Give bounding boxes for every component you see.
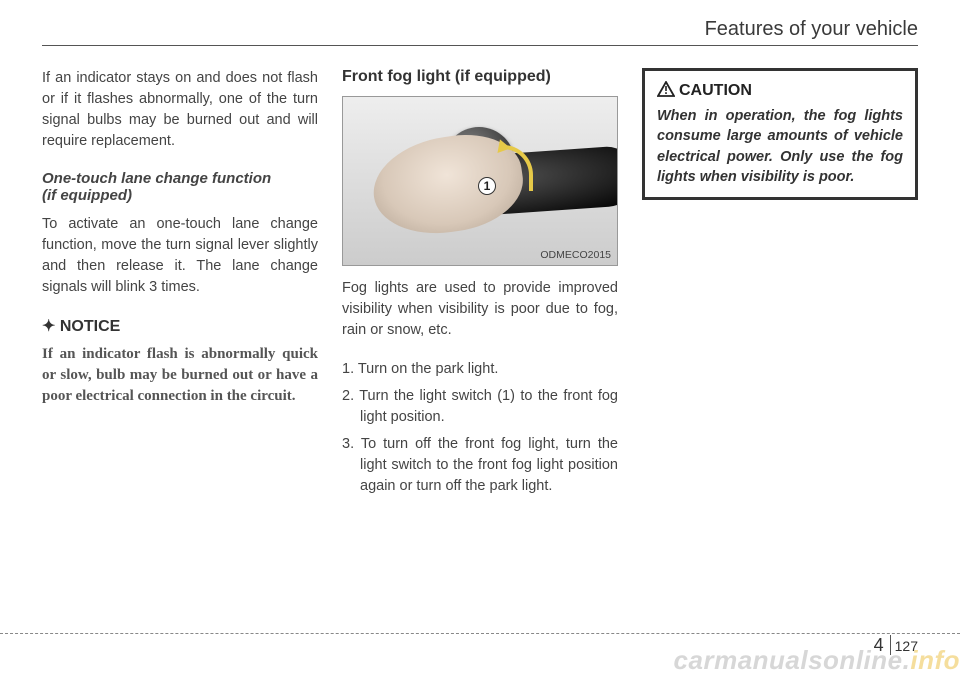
list-item: 2. Turn the light switch (1) to the fron… — [342, 386, 618, 428]
list-item: 3. To turn off the front fog light, turn… — [342, 434, 618, 497]
chapter-number: 4 — [874, 635, 891, 655]
header-title: Features of your vehicle — [42, 18, 918, 41]
page-number: 4127 — [874, 635, 918, 656]
caution-heading: CAUTION — [657, 81, 903, 100]
warning-icon — [657, 81, 675, 97]
caution-box: CAUTION When in operation, the fog light… — [642, 68, 918, 200]
figure-code: ODMECO2015 — [540, 249, 611, 261]
page-num-value: 127 — [895, 638, 918, 654]
col2-list: 1. Turn on the park light. 2. Turn the l… — [342, 359, 618, 497]
footer-rule — [0, 633, 960, 634]
column-1: If an indicator stays on and does not fl… — [42, 68, 318, 511]
fog-light-figure: 1 ODMECO2015 — [342, 96, 618, 266]
caution-heading-text: CAUTION — [679, 82, 752, 99]
col1-subheading: One-touch lane change function (if equip… — [42, 170, 318, 204]
list-item: 1. Turn on the park light. — [342, 359, 618, 380]
col1-p2: To activate an one-touch lane change fun… — [42, 214, 318, 298]
notice-heading: ✦ NOTICE — [42, 316, 318, 336]
figure-label-1: 1 — [478, 177, 496, 195]
sub1-line1: One-touch lane change function — [42, 170, 271, 187]
column-2: Front fog light (if equipped) 1 ODMECO20… — [342, 68, 618, 511]
col2-p1: Fog lights are used to provide improved … — [342, 278, 618, 341]
page: Features of your vehicle If an indicator… — [0, 0, 960, 676]
page-header: Features of your vehicle — [42, 18, 918, 46]
col1-p1: If an indicator stays on and does not fl… — [42, 68, 318, 152]
sub1-line2: (if equipped) — [42, 187, 132, 204]
column-3: CAUTION When in operation, the fog light… — [642, 68, 918, 511]
col2-heading: Front fog light (if equipped) — [342, 68, 618, 86]
columns: If an indicator stays on and does not fl… — [42, 68, 918, 511]
caution-text: When in operation, the fog lights consum… — [657, 106, 903, 187]
notice-text: If an indicator flash is abnormally quic… — [42, 344, 318, 407]
